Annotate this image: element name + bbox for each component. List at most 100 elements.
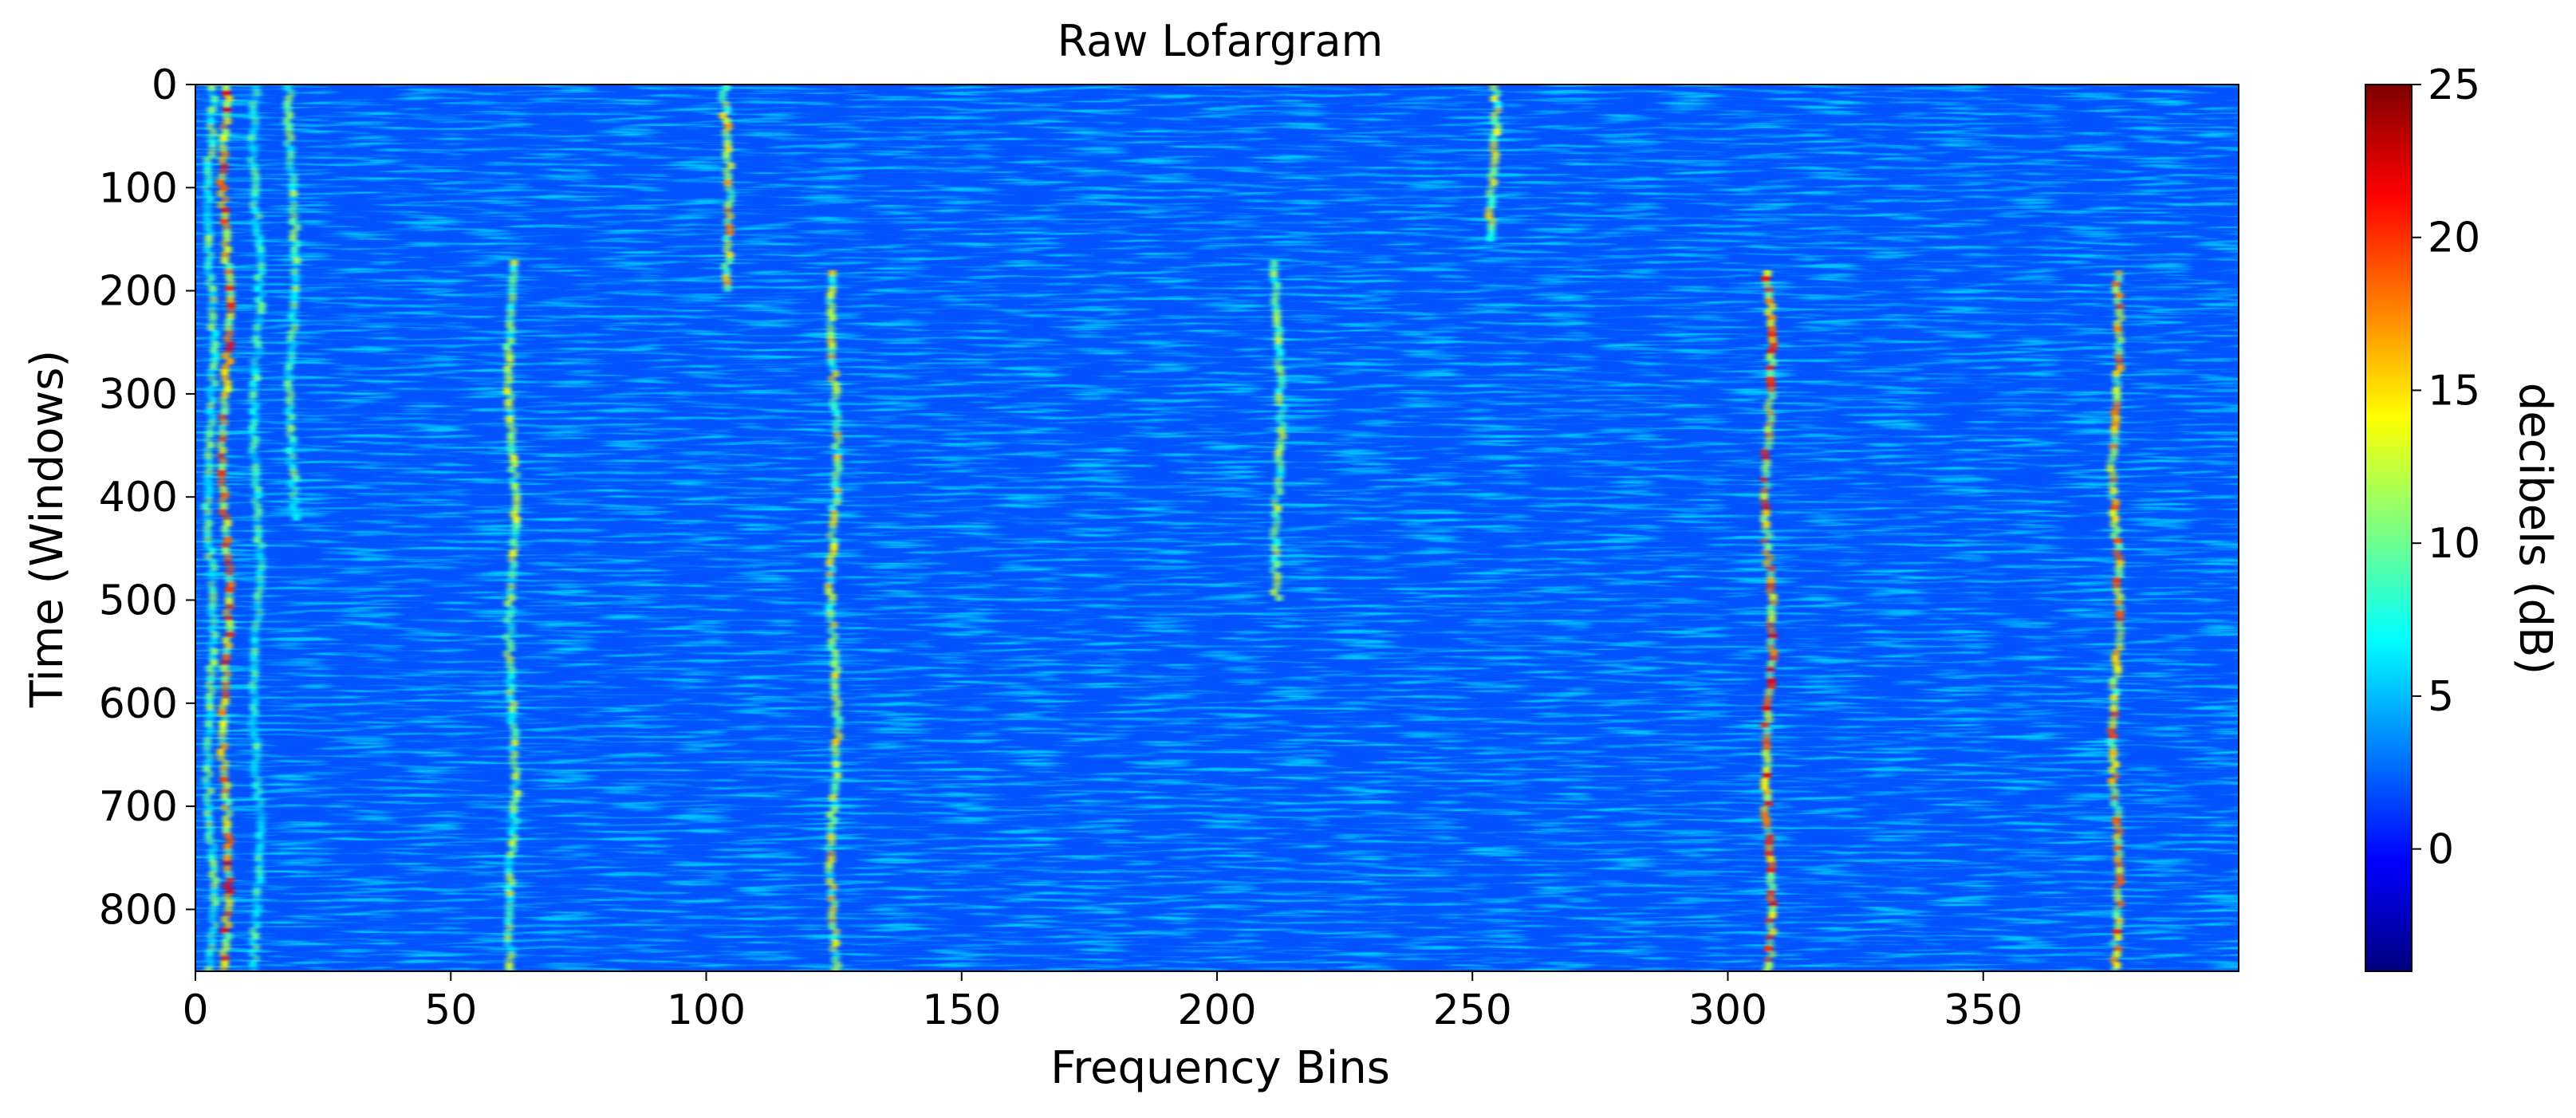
track-segment — [2116, 900, 2125, 907]
track-segment — [291, 486, 300, 493]
track-segment — [830, 660, 839, 667]
track-segment — [825, 861, 833, 868]
track-segment — [2114, 331, 2123, 338]
track-segment — [503, 940, 512, 947]
track-segment — [512, 488, 521, 495]
track-segment — [1269, 566, 1278, 573]
track-segment — [506, 432, 515, 439]
track-segment — [206, 196, 214, 203]
track-segment — [824, 582, 833, 589]
track-segment — [254, 604, 262, 610]
track-segment — [510, 762, 519, 769]
colorbar-tick-label: 25 — [2428, 61, 2480, 109]
track-segment — [210, 336, 218, 342]
track-segment — [2109, 716, 2117, 723]
track-segment — [506, 851, 515, 858]
track-segment — [723, 246, 731, 253]
track-segment — [1769, 599, 1778, 606]
track-segment — [1490, 140, 1498, 147]
track-segment — [502, 650, 511, 657]
track-segment — [509, 549, 518, 557]
track-segment — [250, 726, 258, 733]
track-segment — [224, 922, 233, 928]
track-segment — [222, 637, 230, 644]
track-segment — [1763, 699, 1772, 707]
track-segment — [1765, 532, 1774, 539]
track-segment — [2109, 733, 2117, 740]
track-segment — [506, 337, 515, 344]
track-segment — [219, 950, 228, 956]
track-segment — [249, 146, 258, 152]
track-segment — [2113, 928, 2121, 935]
track-segment — [1763, 470, 1771, 478]
track-segment — [226, 291, 235, 297]
track-segment — [723, 157, 731, 163]
track-segment — [505, 348, 513, 356]
track-segment — [210, 883, 219, 889]
track-segment — [1767, 872, 1775, 880]
track-segment — [1760, 448, 1769, 455]
track-segment — [1760, 515, 1768, 522]
track-segment — [825, 560, 834, 567]
track-segment — [1768, 337, 1777, 344]
track-segment — [1763, 404, 1772, 411]
track-segment — [202, 185, 211, 191]
track-segment — [828, 275, 837, 282]
track-segment — [1767, 666, 1775, 673]
track-segment — [223, 782, 231, 789]
track-segment — [1769, 359, 1778, 366]
track-segment — [225, 263, 234, 270]
track-segment — [208, 939, 216, 945]
track-segment — [2113, 392, 2121, 400]
track-segment — [223, 894, 232, 900]
track-segment — [506, 304, 515, 311]
track-segment — [2114, 353, 2123, 360]
track-segment — [828, 286, 837, 293]
track-segment — [506, 912, 514, 919]
track-segment — [253, 754, 262, 761]
track-segment — [826, 331, 835, 338]
track-segment — [727, 163, 735, 169]
track-segment — [207, 375, 216, 381]
track-segment — [286, 431, 294, 437]
track-segment — [203, 738, 212, 744]
track-segment — [1760, 487, 1769, 494]
track-segment — [289, 492, 297, 498]
track-segment — [208, 587, 217, 593]
track-segment — [220, 715, 229, 722]
track-segment — [1760, 805, 1769, 813]
track-segment — [1763, 482, 1772, 489]
track-segment — [1761, 465, 1770, 472]
track-segment — [1276, 438, 1285, 445]
track-segment — [255, 553, 264, 560]
track-segment — [220, 777, 228, 783]
track-segment — [203, 218, 212, 225]
track-segment — [254, 531, 263, 537]
track-segment — [290, 325, 299, 331]
track-segment — [1766, 878, 1774, 885]
track-segment — [507, 309, 515, 317]
track-segment — [288, 453, 297, 459]
track-segment — [1767, 565, 1776, 573]
track-segment — [1494, 101, 1503, 108]
track-segment — [508, 293, 517, 300]
track-segment — [217, 202, 226, 208]
y-tick-label: 400 — [99, 474, 178, 522]
track-segment — [256, 844, 265, 850]
track-segment — [2108, 482, 2117, 489]
track-segment — [226, 888, 234, 895]
track-segment — [211, 632, 219, 638]
track-segment — [1764, 956, 1772, 963]
track-segment — [510, 270, 518, 278]
track-segment — [825, 867, 833, 874]
track-segment — [254, 319, 263, 325]
track-segment — [2113, 962, 2121, 969]
track-segment — [829, 934, 838, 941]
track-segment — [2109, 722, 2117, 729]
track-segment — [289, 218, 297, 225]
track-segment — [206, 425, 215, 431]
track-segment — [205, 816, 213, 822]
track-segment — [1763, 426, 1772, 433]
